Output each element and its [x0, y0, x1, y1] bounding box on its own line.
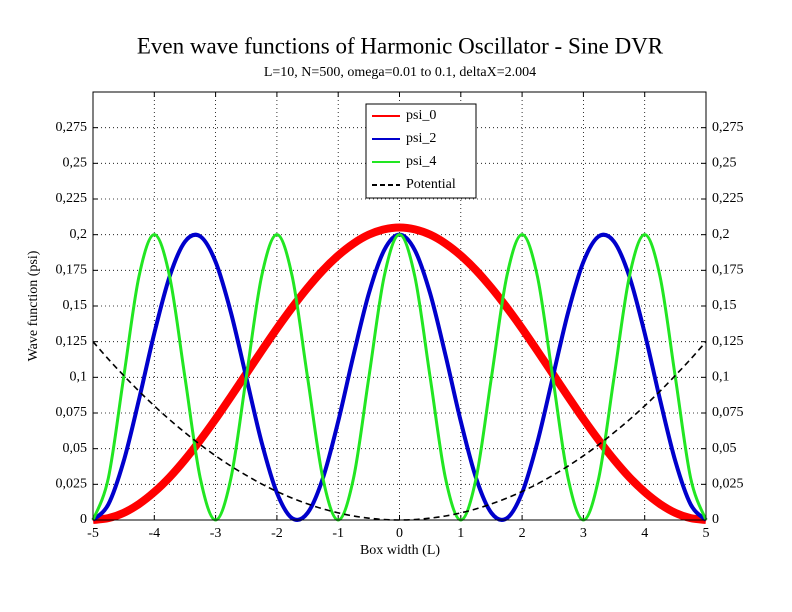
y-tick-label: 0,15: [712, 298, 737, 313]
x-tick-label: 3: [580, 526, 587, 541]
y-tick-label: 0,025: [56, 477, 88, 492]
y-tick-label: 0,275: [56, 120, 88, 135]
x-tick-label: -1: [332, 526, 344, 541]
x-axis-label: Box width (L): [360, 543, 440, 558]
x-tick-label: 4: [641, 526, 648, 541]
y-tick-label: 0,075: [712, 405, 744, 420]
x-tick-label: -4: [148, 526, 160, 541]
y-tick-label: 0,2: [70, 227, 88, 242]
y-tick-label: 0,025: [712, 477, 744, 492]
y-tick-label: 0,075: [56, 405, 88, 420]
y-axis-label: Wave function (psi): [26, 250, 41, 361]
x-tick-label: -5: [87, 526, 99, 541]
y-tick-label: 0,15: [63, 298, 88, 313]
y-tick-label: 0,2: [712, 227, 730, 242]
y-tick-label: 0,225: [56, 191, 88, 206]
y-tick-label: 0,275: [712, 120, 744, 135]
y-tick-label: 0,05: [63, 441, 88, 456]
y-tick-label: 0,05: [712, 441, 737, 456]
y-tick-label: 0,1: [712, 370, 730, 385]
legend-label: psi_2: [406, 131, 436, 146]
x-tick-label: -2: [271, 526, 283, 541]
x-tick-label: -3: [210, 526, 222, 541]
y-tick-label: 0,1: [70, 370, 88, 385]
legend-box: [365, 103, 477, 199]
x-tick-label: 0: [396, 526, 403, 541]
legend: psi_0 psi_2 psi_4 Potential: [365, 103, 477, 199]
line-series: [91, 233, 708, 522]
y-tick-label: 0: [80, 512, 87, 527]
y-tick-label: 0,175: [712, 263, 744, 278]
y-tick-label: 0,25: [712, 156, 737, 171]
y-tick-label: 0,175: [56, 263, 88, 278]
y-tick-label: 0,225: [712, 191, 744, 206]
legend-label: psi_4: [406, 154, 436, 169]
chart-title: Even wave functions of Harmonic Oscillat…: [137, 33, 664, 58]
chart-subtitle: L=10, N=500, omega=0.01 to 0.1, deltaX=2…: [264, 65, 536, 80]
y-tick-label: 0,25: [63, 156, 88, 171]
legend-label: psi_0: [406, 108, 436, 123]
y-tick-label: 0: [712, 512, 719, 527]
x-tick-label: 2: [519, 526, 526, 541]
legend-label: Potential: [406, 177, 456, 192]
y-tick-label: 0,125: [56, 334, 88, 349]
x-tick-label: 1: [457, 526, 464, 541]
x-tick-label: 5: [703, 526, 710, 541]
plot-frame: [92, 91, 707, 521]
y-tick-label: 0,125: [712, 334, 744, 349]
